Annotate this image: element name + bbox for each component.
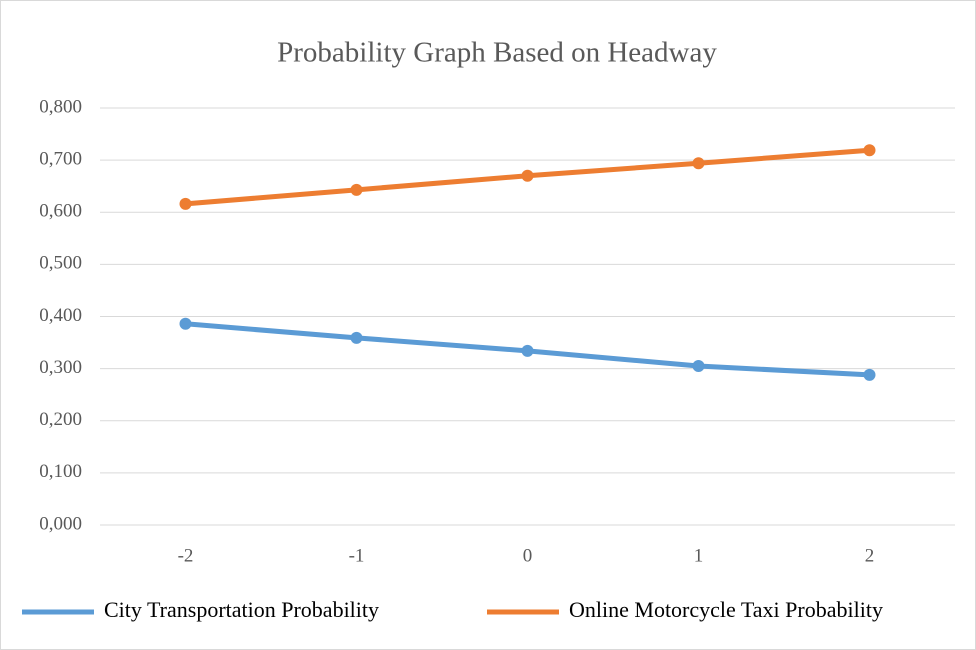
y-tick-label: 0,200: [39, 409, 82, 430]
x-tick-label: 0: [523, 545, 533, 566]
data-point: [692, 157, 705, 170]
data-point: [179, 317, 192, 330]
legend-label: City Transportation Probability: [104, 597, 379, 622]
y-tick-label: 0,600: [39, 201, 82, 222]
x-tick-label: -1: [349, 545, 365, 566]
data-point: [350, 183, 363, 196]
data-point: [692, 360, 705, 373]
chart-title: Probability Graph Based on Headway: [277, 37, 717, 69]
y-tick-label: 0,300: [39, 357, 82, 378]
y-tick-label: 0,000: [39, 513, 82, 534]
legend-label: Online Motorcycle Taxi Probability: [569, 597, 883, 622]
x-tick-label: 2: [865, 545, 875, 566]
x-tick-label: 1: [694, 545, 704, 566]
data-point: [521, 169, 534, 182]
y-tick-label: 0,500: [39, 253, 82, 274]
y-tick-label: 0,100: [39, 461, 82, 482]
data-point: [521, 344, 534, 357]
y-tick-label: 0,700: [39, 148, 82, 169]
x-tick-label: -2: [178, 545, 194, 566]
data-point: [863, 368, 876, 381]
data-point: [350, 331, 363, 344]
y-tick-label: 0,400: [39, 305, 82, 326]
data-point: [179, 197, 192, 210]
y-tick-label: 0,800: [39, 96, 82, 117]
data-point: [863, 144, 876, 157]
